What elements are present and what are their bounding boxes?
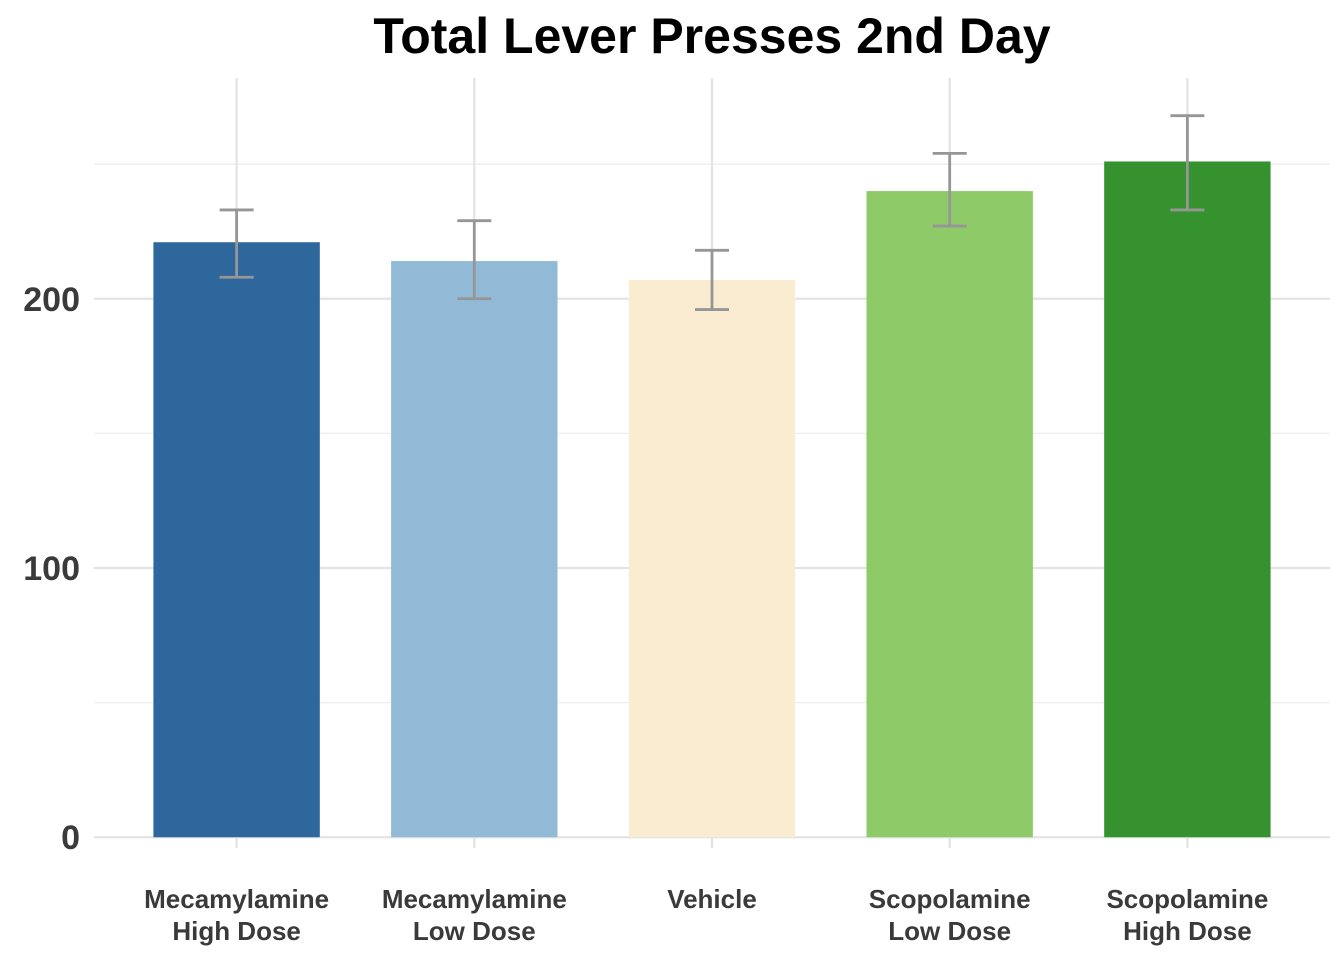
x-tick-label: Scopolamine High Dose	[1106, 884, 1268, 946]
x-tick-label: Mecamylamine High Dose	[144, 884, 329, 946]
x-tick-label: Mecamylamine Low Dose	[382, 884, 567, 946]
x-tick-label-line: Vehicle	[667, 884, 757, 914]
y-tick-label: 100	[23, 550, 80, 588]
error-bar	[932, 151, 967, 228]
x-tick-label-line: Mecamylamine	[144, 884, 329, 914]
bar	[628, 279, 796, 838]
error-bar	[219, 208, 254, 279]
error-bars	[219, 114, 1205, 311]
bar	[153, 242, 320, 838]
error-bar	[695, 248, 729, 311]
x-tick-label-line: Low Dose	[888, 916, 1011, 946]
x-tick-label-line: Scopolamine	[1106, 884, 1268, 914]
bar	[1104, 161, 1271, 838]
error-bar	[1170, 114, 1205, 212]
x-tick-label-line: Scopolamine	[869, 884, 1031, 914]
bar	[391, 261, 558, 838]
y-tick-label: 200	[23, 281, 80, 319]
x-tick-label-line: Mecamylamine	[382, 884, 567, 914]
y-tick-label: 0	[61, 819, 80, 857]
error-bar	[457, 219, 492, 301]
bars	[153, 161, 1271, 838]
chart-title: Total Lever Presses 2nd Day	[373, 8, 1050, 64]
x-tick-label-line: High Dose	[172, 916, 301, 946]
bar	[866, 191, 1033, 838]
x-tick-label: Vehicle	[667, 884, 757, 914]
x-tick-label: Scopolamine Low Dose	[869, 884, 1031, 946]
x-tick-label-line: High Dose	[1123, 916, 1252, 946]
x-tick-label-line: Low Dose	[413, 916, 536, 946]
